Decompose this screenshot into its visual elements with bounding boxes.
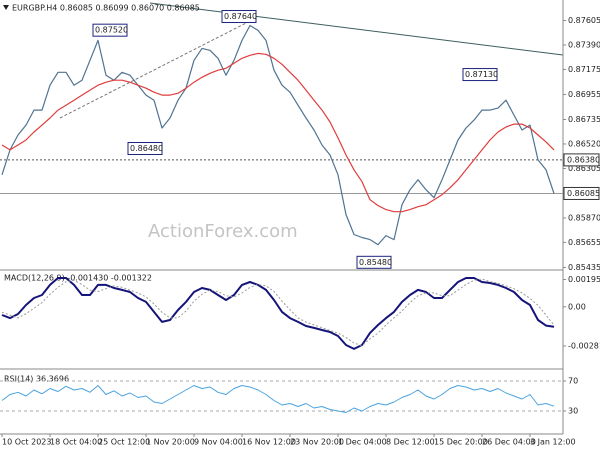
x-tick-label: 23 Nov 20:00 <box>290 438 344 447</box>
annotation-box <box>356 255 392 269</box>
y-tick-label: 0.001959 <box>568 275 600 284</box>
macd-title: MACD(12,26,9) -0.001430 -0.001322 <box>4 274 152 283</box>
x-tick-label: 18 Oct 04:00 <box>50 438 102 447</box>
y-tick-label: 0.87605 <box>568 16 600 25</box>
x-tick-label: 15 Dec 20:00 <box>434 438 488 447</box>
y-tick-label: 0.00 <box>568 302 586 311</box>
annotation-label: 0.86480 <box>130 144 163 153</box>
y-tick-label: 0.86955 <box>568 90 600 99</box>
x-tick-label: 26 Dec 04:00 <box>482 438 536 447</box>
annotation-box <box>462 68 498 82</box>
y-tick-label: 0.86520 <box>568 139 600 148</box>
trend-line <box>149 2 564 56</box>
series-line <box>1 24 555 246</box>
price-label: 0.86380 <box>567 155 600 164</box>
y-tick-label: -0.002818 <box>568 341 600 350</box>
y-tick-label: 0.87175 <box>568 65 600 74</box>
annotation-label: 0.85480 <box>359 258 392 267</box>
y-tick-label: 0.85870 <box>568 213 600 222</box>
y-tick-label: 30 <box>568 407 578 416</box>
watermark: ActionForex.com <box>148 221 298 242</box>
menu-icon <box>3 5 9 10</box>
y-tick-label: 70 <box>568 377 578 386</box>
annotation-label: 0.87130 <box>465 70 498 79</box>
series-line <box>1 277 555 350</box>
x-tick-label: 16 Nov 12:00 <box>242 438 296 447</box>
x-tick-label: 1 Nov 20:00 <box>146 438 195 447</box>
series-line <box>1 52 555 213</box>
price-label-box <box>563 186 600 200</box>
x-tick-label: 10 Oct 2023 <box>2 438 51 447</box>
y-tick-label: 0.87390 <box>568 40 600 49</box>
y-tick-label: 0.86305 <box>568 164 600 173</box>
annotation-label: 0.87640 <box>224 12 257 21</box>
rsi-title: RSI(14) 36.3696 <box>4 375 69 384</box>
series-line <box>1 385 555 413</box>
x-tick-label: 25 Oct 12:00 <box>98 438 150 447</box>
y-tick-label: 0.85655 <box>568 238 600 247</box>
chart-title: EURGBP.H4 0.86085 0.86099 0.86070 0.8608… <box>12 4 200 13</box>
annotation-label: 0.87520 <box>95 26 128 35</box>
annotation-box <box>92 23 128 37</box>
y-tick-label: 0.85435 <box>568 263 600 272</box>
price-label-box <box>563 153 600 167</box>
annotation-box <box>221 10 257 24</box>
x-tick-label: 3 Jan 12:00 <box>530 438 576 447</box>
x-tick-label: 8 Dec 12:00 <box>386 438 435 447</box>
trend-line <box>59 19 253 119</box>
series-line <box>1 278 555 347</box>
y-tick-label: 0.86735 <box>568 115 600 124</box>
x-tick-label: 9 Nov 04:00 <box>194 438 243 447</box>
x-tick-label: 1 Dec 04:00 <box>338 438 387 447</box>
price-label: 0.86085 <box>567 189 600 198</box>
annotation-box <box>127 142 163 156</box>
